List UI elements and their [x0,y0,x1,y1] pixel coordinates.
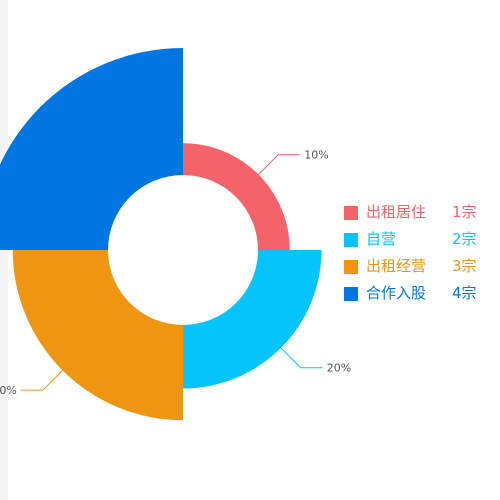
slice-0[interactable] [183,143,290,250]
legend-count-2: 3宗 [452,257,477,275]
legend-swatch-3 [344,286,358,301]
label-line-0 [258,154,301,175]
percent-label-0: 10% [304,149,328,162]
legend-item-1[interactable]: 自营 2宗 [344,226,477,253]
percent-label-1: 20% [327,362,351,375]
legend-label-2: 出租经营 [366,257,427,275]
legend-label-1: 自营 [366,230,397,248]
legend-swatch-1 [344,232,358,247]
legend-count-0: 1宗 [452,203,477,221]
slice-3[interactable] [0,48,183,250]
legend-swatch-0 [344,205,358,220]
legend-label-3: 合作入股 [366,284,427,302]
legend-count-3: 4宗 [452,284,477,302]
legend-item-3[interactable]: 合作入股 4宗 [344,280,477,307]
legend-item-2[interactable]: 出租经营 3宗 [344,253,477,280]
percent-label-2: 30% [0,384,17,397]
legend: 出租居住 1宗 自营 2宗 出租经营 3宗 合作入股 4宗 [344,199,477,307]
legend-count-1: 2宗 [452,230,477,248]
label-line-2 [20,370,63,391]
legend-item-0[interactable]: 出租居住 1宗 [344,199,477,226]
legend-label-0: 出租居住 [366,203,427,221]
legend-swatch-2 [344,259,358,274]
slice-2[interactable] [12,250,183,421]
slice-1[interactable] [183,250,322,389]
label-line-1 [280,347,323,369]
